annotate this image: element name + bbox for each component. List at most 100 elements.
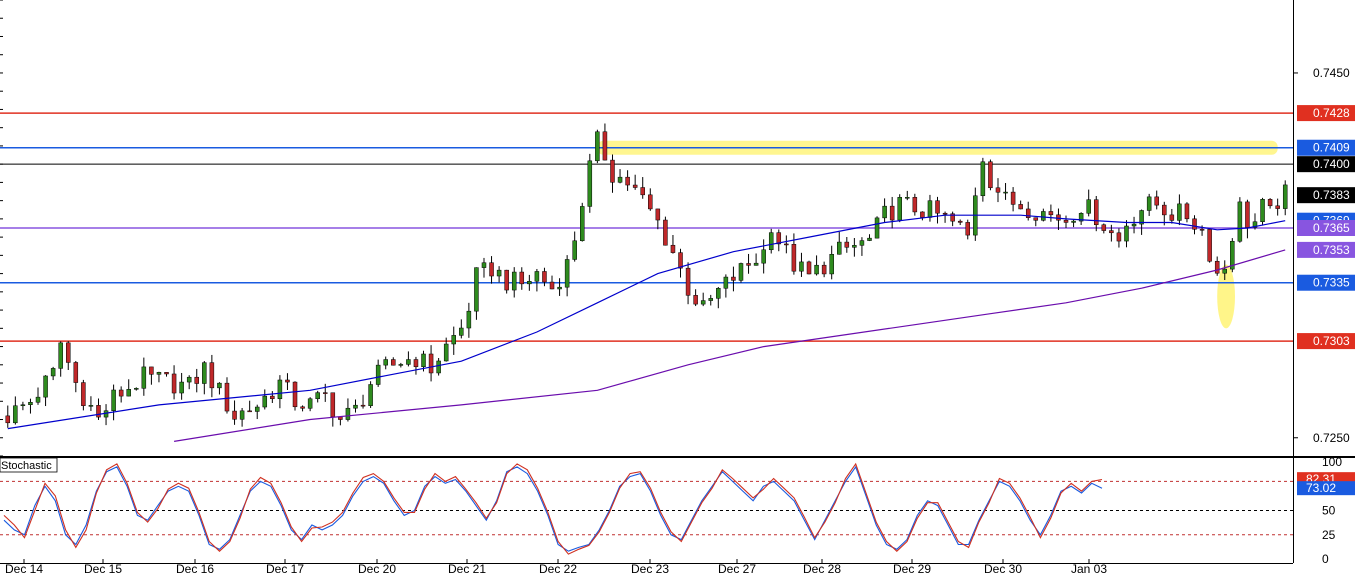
candle xyxy=(1169,208,1175,224)
candle xyxy=(43,375,48,407)
candle xyxy=(973,187,978,241)
candle xyxy=(716,286,721,309)
candle xyxy=(66,341,71,371)
svg-text:0.7428: 0.7428 xyxy=(1313,106,1350,120)
candle xyxy=(829,245,834,280)
price-tag-0.7383: 0.7383 xyxy=(1297,187,1355,204)
candle xyxy=(1177,194,1182,226)
candle xyxy=(534,268,540,292)
candle xyxy=(897,194,902,223)
candle xyxy=(980,157,986,202)
candle xyxy=(557,278,562,296)
candle xyxy=(693,289,698,307)
candle xyxy=(1131,216,1137,234)
candle xyxy=(685,262,691,305)
candle xyxy=(489,256,494,284)
candle xyxy=(481,257,487,278)
candle xyxy=(58,341,63,377)
candle xyxy=(738,262,744,283)
candle xyxy=(194,368,199,393)
candle xyxy=(247,400,252,413)
candle xyxy=(1260,197,1265,226)
candle xyxy=(889,196,895,229)
price-tag-0.7335: 0.7335 xyxy=(1297,274,1355,291)
candle xyxy=(126,379,131,397)
candle xyxy=(852,238,857,257)
x-tick-label: Dec 20 xyxy=(358,562,396,575)
candle xyxy=(965,219,970,240)
candle xyxy=(1094,195,1099,232)
candle xyxy=(867,234,872,242)
y-tick-label: 0.7250 xyxy=(1313,431,1350,445)
candle xyxy=(1048,204,1054,222)
candle xyxy=(1222,260,1227,281)
candle xyxy=(542,267,547,287)
x-tick-label: Dec 15 xyxy=(84,562,122,575)
candle xyxy=(338,416,343,426)
candle xyxy=(1237,197,1243,243)
candle xyxy=(511,267,517,298)
candle xyxy=(353,399,358,413)
x-tick-label: Dec 30 xyxy=(984,562,1022,575)
candle xyxy=(391,357,396,366)
candle xyxy=(874,216,880,239)
candle xyxy=(935,196,940,224)
candle xyxy=(496,266,502,283)
svg-text:0.7409: 0.7409 xyxy=(1313,141,1350,155)
candle xyxy=(1086,189,1091,217)
candle xyxy=(723,274,729,298)
candle xyxy=(262,389,268,410)
svg-text:0.7303: 0.7303 xyxy=(1313,334,1350,348)
candle xyxy=(988,159,993,191)
candle xyxy=(799,252,804,277)
candle xyxy=(1010,187,1016,212)
candle xyxy=(398,362,404,368)
candle xyxy=(375,359,381,387)
candle xyxy=(1063,215,1069,228)
candle xyxy=(670,234,676,254)
x-tick-label: Dec 14 xyxy=(5,562,43,575)
candle xyxy=(821,261,827,278)
price-tag-0.7409: 0.7409 xyxy=(1297,139,1355,156)
candle xyxy=(5,405,11,428)
support-highlight-zone xyxy=(1217,264,1235,329)
candle xyxy=(164,372,169,377)
candle xyxy=(1245,199,1250,239)
candle xyxy=(436,357,441,376)
x-tick-label: Dec 21 xyxy=(448,562,486,575)
candle xyxy=(179,372,184,400)
x-tick-label: Dec 22 xyxy=(539,562,577,575)
candle xyxy=(466,302,472,338)
candle xyxy=(519,267,525,290)
candle xyxy=(451,326,456,355)
price-tag-0.7428: 0.7428 xyxy=(1297,105,1355,122)
candle xyxy=(814,255,819,276)
candle xyxy=(368,381,373,408)
candle xyxy=(103,404,109,426)
candle xyxy=(459,319,464,339)
candle xyxy=(587,153,593,213)
svg-text:0.7353: 0.7353 xyxy=(1313,243,1350,257)
x-tick-label: Jan 03 xyxy=(1071,562,1107,575)
candle xyxy=(1162,201,1167,226)
svg-text:73.02: 73.02 xyxy=(1306,481,1336,495)
candle xyxy=(1207,228,1212,263)
candle xyxy=(1071,219,1076,228)
x-tick-label: Dec 29 xyxy=(893,562,931,575)
candle xyxy=(1018,200,1023,210)
candle xyxy=(549,275,555,290)
candle xyxy=(315,390,320,403)
candle xyxy=(912,193,918,216)
candle xyxy=(141,357,147,396)
candle xyxy=(957,219,963,226)
stochastic-panel: Stochastic xyxy=(0,457,1293,555)
svg-text:0.7335: 0.7335 xyxy=(1313,276,1350,290)
price-panel xyxy=(0,112,1293,442)
candle xyxy=(345,398,351,422)
stochastic-title: Stochastic xyxy=(1,460,52,472)
candle xyxy=(859,237,865,256)
candle xyxy=(254,404,260,420)
candle xyxy=(209,354,215,398)
candle xyxy=(950,211,955,227)
candle xyxy=(217,382,222,395)
